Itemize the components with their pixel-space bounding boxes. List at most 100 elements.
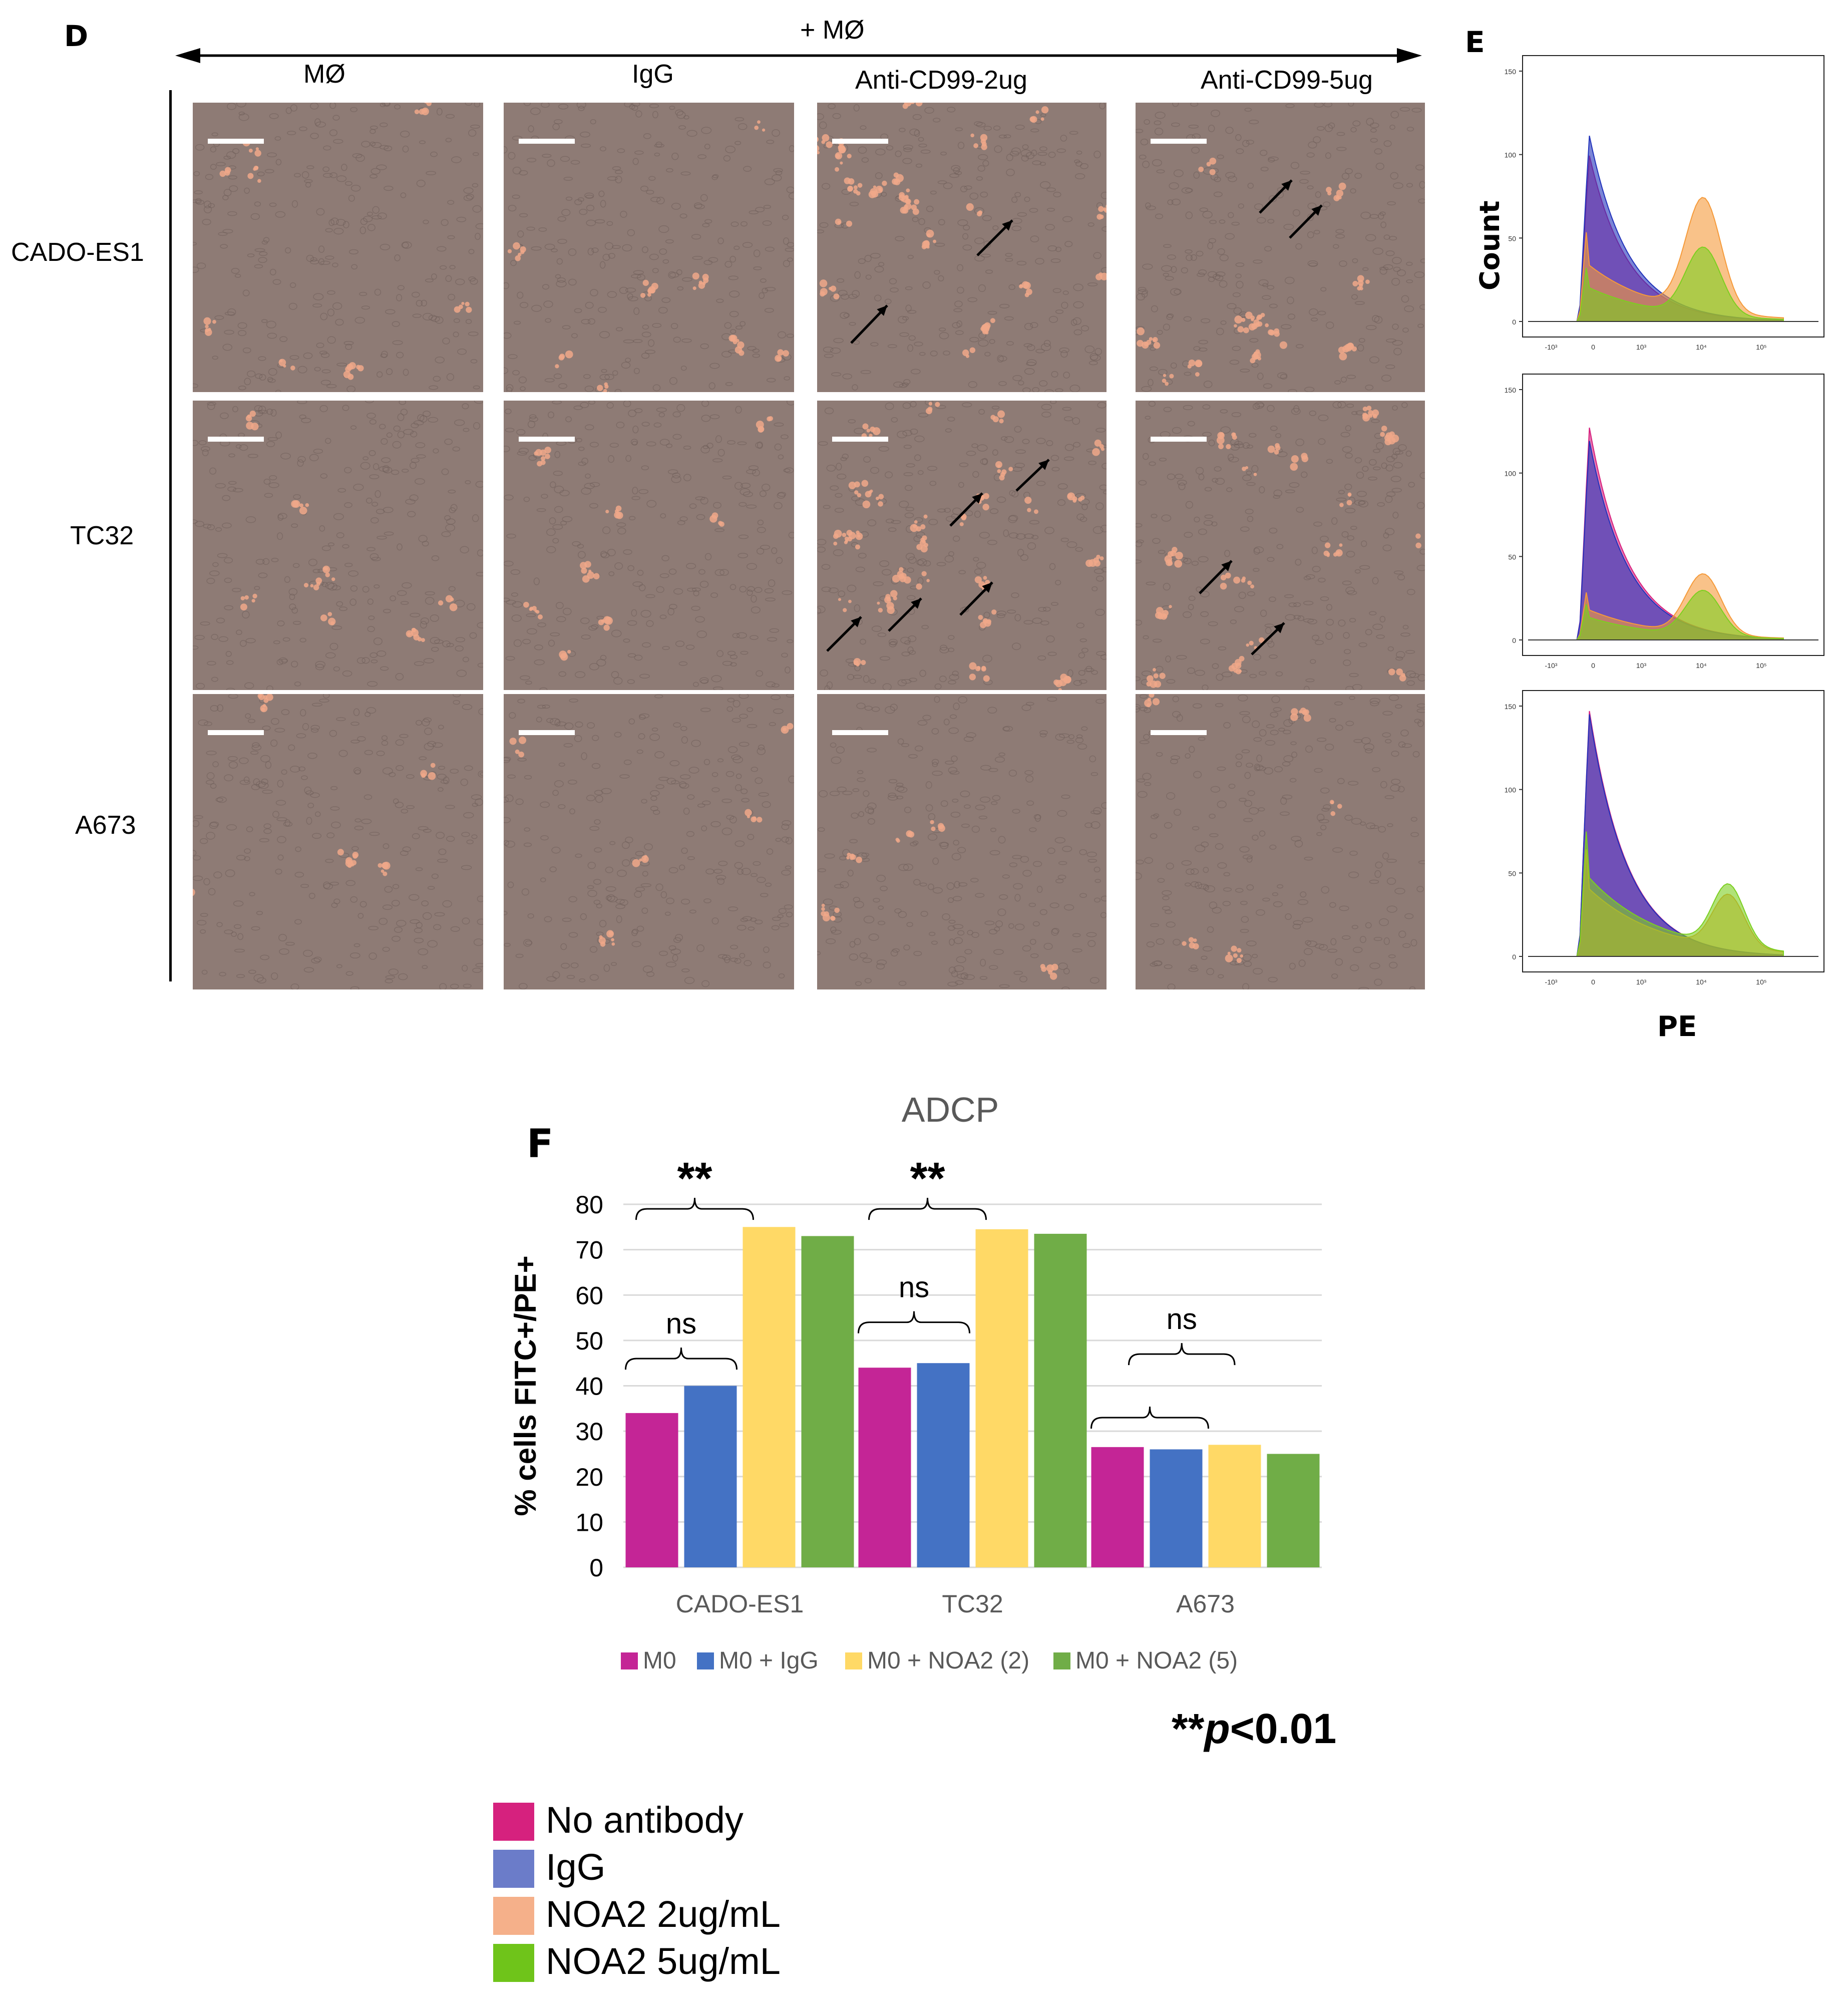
legend-swatch (621, 1652, 638, 1669)
panel-f-letter: F (527, 1122, 554, 1167)
row-label-a673: A673 (75, 811, 136, 840)
y-tick-label: 10 (575, 1508, 603, 1536)
legend-swatch-3 (493, 1944, 534, 1982)
histogram-y-tick: 50 (1508, 553, 1516, 561)
legend-label: M0 + IgG (719, 1647, 819, 1674)
bar-a673-m0 (1091, 1447, 1144, 1567)
significance-label: ** (910, 1154, 945, 1204)
histogram-x-tick: 10³ (1636, 343, 1647, 351)
micrograph-0-2 (817, 103, 1107, 392)
y-tick-label: 50 (575, 1327, 603, 1355)
micrograph-2-3 (1136, 694, 1425, 989)
y-tick-label: 0 (589, 1554, 603, 1582)
bar-a673-m0-igg (1150, 1449, 1203, 1567)
histogram-x-tick: 10³ (1636, 661, 1647, 669)
histogram-x-tick: 10⁵ (1756, 978, 1766, 986)
row-axis-line (169, 90, 172, 981)
bar-a673-m0-noa2-5- (1267, 1454, 1320, 1567)
micrograph-texture (1136, 401, 1425, 690)
micrograph-texture (504, 401, 794, 690)
y-tick-label: 70 (575, 1236, 603, 1264)
significance-label: ns (666, 1307, 696, 1340)
significance-stars: ** (1172, 1705, 1205, 1752)
panel-d-letter: D (64, 19, 89, 53)
micrograph-texture (1136, 694, 1425, 989)
x-category-label: CADO-ES1 (676, 1590, 804, 1618)
row-label-cado-es1: CADO-ES1 (11, 238, 144, 267)
micrograph-texture (817, 696, 1107, 989)
legend-label-0: No antibody (546, 1799, 744, 1841)
micrograph-texture (504, 103, 794, 392)
chart-title: ADCP (902, 1090, 999, 1129)
legend-swatch-1 (493, 1850, 534, 1888)
panel-d-header: + MØ (800, 16, 865, 45)
significance-label: ns (1167, 1303, 1197, 1335)
micrograph-2-1 (504, 694, 794, 989)
bar-cado-es1-m0 (625, 1413, 678, 1567)
scale-bar (1151, 437, 1207, 442)
histogram-x-tick: -10³ (1545, 343, 1558, 351)
micrograph-1-1 (504, 401, 794, 690)
significance-brace (635, 1198, 754, 1220)
histogram-x-tick: 10⁵ (1756, 661, 1766, 669)
histogram-x-tick: 0 (1591, 661, 1595, 669)
histogram-CADO-ES1: 0 50 100 150 -10³ 0 10³ 10⁴ 10⁵ (1505, 55, 1824, 351)
legend-swatch (1053, 1652, 1070, 1669)
histogram-x-tick: 10⁴ (1696, 661, 1707, 669)
panel-e-letter: E (1465, 25, 1485, 59)
significance-p: p (1204, 1705, 1230, 1752)
column-label-anti-cd99-5ug: Anti-CD99-5ug (1201, 66, 1373, 95)
scale-bar (1151, 139, 1207, 144)
scale-bar (208, 139, 264, 144)
histogram-x-tick: -10³ (1545, 661, 1558, 669)
significance-label: ** (677, 1154, 712, 1204)
histogram-y-tick: 150 (1505, 68, 1517, 76)
row-label-tc32: TC32 (70, 521, 134, 550)
scale-bar (519, 139, 575, 144)
significance-brace (625, 1348, 738, 1370)
significance-note: **p<0.01 (1172, 1705, 1336, 1753)
header-double-arrow (175, 48, 1422, 63)
histogram-x-tick: 10⁴ (1696, 343, 1707, 351)
significance-brace (868, 1198, 987, 1220)
adcp-bar-chart: ADCP % cells FITC+/PE+ 0 10 20 30 40 50 60 70 80 CA… (509, 1090, 1322, 1674)
histogram-y-label: Count (1474, 200, 1506, 290)
histogram-A673: 0 50 100 150 -10³ 0 10³ 10⁴ 10⁵ (1505, 690, 1824, 986)
micrograph-texture (817, 103, 1107, 392)
histogram-x-tick: 0 (1591, 343, 1595, 351)
micrograph-1-2 (817, 401, 1107, 690)
histogram-x-tick: 10⁴ (1696, 978, 1707, 986)
significance-threshold: <0.01 (1230, 1705, 1337, 1752)
legend-label: M0 (643, 1647, 676, 1674)
micrograph-0-0 (193, 103, 483, 392)
column-label-m0: MØ (303, 60, 345, 89)
micrograph-2-2 (817, 694, 1107, 989)
significance-brace (1128, 1343, 1236, 1366)
histogram-y-tick: 100 (1505, 786, 1517, 794)
histogram-y-tick: 0 (1512, 953, 1516, 961)
significance-brace (858, 1311, 970, 1333)
histogram-y-tick: 0 (1512, 318, 1516, 326)
legend-label-2: NOA2 2ug/mL (546, 1893, 781, 1935)
histogram-y-tick: 150 (1505, 386, 1517, 394)
histogram-curve-noa2-2ug-ml (1533, 197, 1784, 322)
legend-swatch (697, 1652, 714, 1669)
micrograph-2-0 (193, 694, 483, 989)
micrograph-texture (504, 694, 794, 989)
legend-label: M0 + NOA2 (5) (1075, 1647, 1238, 1674)
legend-label-3: NOA2 5ug/mL (546, 1940, 781, 1982)
significance-brace (1090, 1406, 1209, 1429)
histogram-y-tick: 100 (1505, 151, 1517, 159)
x-category-label: A673 (1176, 1590, 1235, 1618)
histogram-y-tick: 50 (1508, 234, 1516, 242)
y-tick-label: 30 (575, 1418, 603, 1446)
histogram-x-tick: 10³ (1636, 978, 1647, 986)
histogram-y-tick: 0 (1512, 636, 1516, 644)
micrograph-1-0 (193, 401, 483, 690)
bar-tc32-m0-noa2-5- (1034, 1233, 1087, 1567)
legend-swatch-0 (493, 1803, 534, 1841)
y-tick-label: 60 (575, 1281, 603, 1309)
significance-label: ns (899, 1271, 929, 1304)
histogram-curve-igg (1533, 135, 1784, 322)
